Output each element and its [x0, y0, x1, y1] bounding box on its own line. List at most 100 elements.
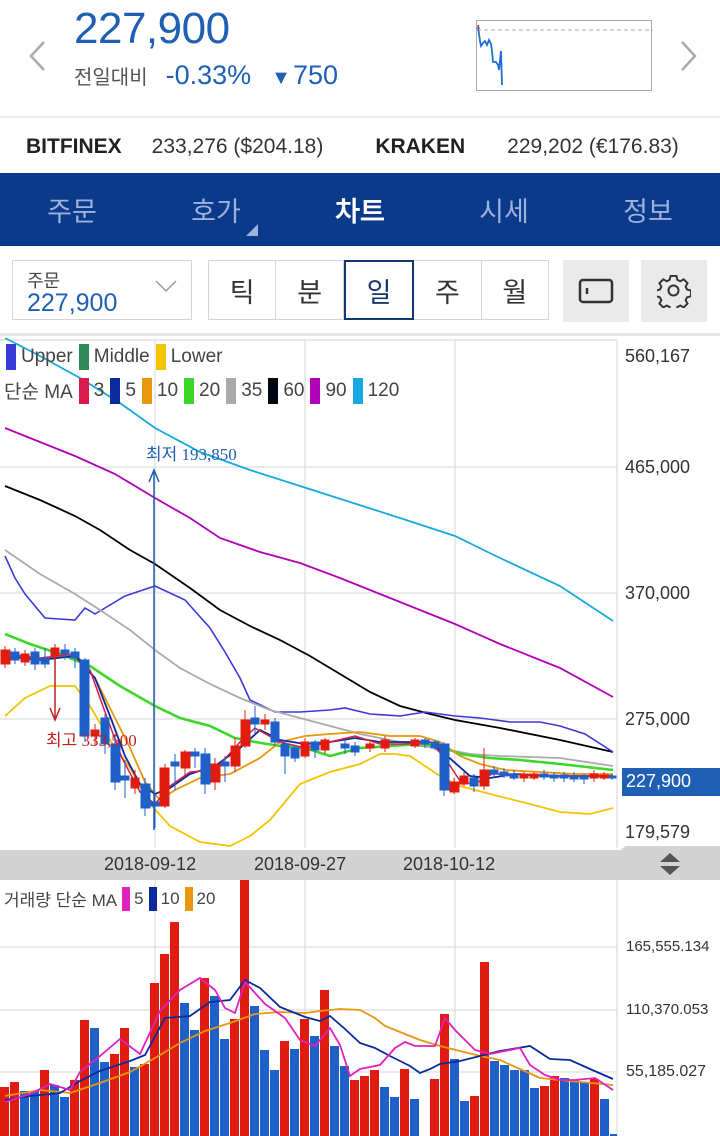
period-week[interactable]: 주 [414, 261, 482, 319]
tab-label: 차트 [335, 197, 385, 227]
ma10-swatch [141, 377, 152, 404]
change-row: 전일대비 -0.33% ▼ 750 [74, 60, 338, 91]
current-price: 227,900 [74, 4, 230, 53]
main-tabs: 주문 호가 차트 시세 정보 [0, 173, 720, 246]
legend-label: 5 [134, 888, 144, 908]
legend-label: 10 [156, 379, 179, 401]
y-axis-label: 179,579 [625, 822, 691, 842]
panel-layout-icon [578, 278, 614, 304]
date-label: 2018-09-12 [104, 854, 197, 874]
tab-quotes[interactable]: 시세 [432, 173, 576, 246]
period-tick[interactable]: 틱 [209, 261, 277, 319]
chevron-down-icon [155, 280, 177, 293]
legend-label: 35 [241, 379, 263, 401]
legend-label: 90 [325, 379, 347, 401]
exchange-value: 229,202 (€176.83) [507, 134, 679, 158]
chevron-left-icon[interactable] [26, 36, 50, 76]
volume-chart-canvas [0, 880, 618, 1136]
period-day[interactable]: 일 [343, 260, 415, 320]
dropdown-corner-icon [246, 224, 258, 236]
panel-resize-handle[interactable] [620, 846, 720, 882]
volume-axis-label: 55,185.027 [626, 1063, 707, 1080]
change-percent: -0.33% [165, 60, 252, 90]
y-axis-label: 370,000 [625, 583, 691, 603]
legend-label: 20 [196, 888, 216, 908]
order-price-dropdown[interactable]: 주문 227,900 [12, 260, 192, 320]
date-axis: 2018-09-12 2018-09-27 2018-10-12 [0, 846, 720, 882]
intraday-mini-chart [476, 20, 653, 91]
tab-chart[interactable]: 차트 [288, 173, 432, 246]
legend-label: 20 [199, 379, 221, 401]
down-triangle-icon: ▼ [271, 67, 291, 89]
exchange-prices: BITFINEX 233,276 ($204.18) KRAKEN 229,20… [0, 120, 720, 173]
ma-legend: 단순 MA 3 5 10 20 35 60 90 120 [4, 377, 399, 404]
exchange-name: BITFINEX [26, 134, 122, 158]
chart-toolbar: 주문 227,900 틱 분 일 주 월 [0, 246, 720, 336]
candles [0, 644, 617, 828]
legend-label: Lower [170, 346, 223, 367]
legend-label: 10 [160, 888, 180, 908]
ma-legend-title: 단순 MA [4, 382, 73, 403]
legend-label: 5 [125, 379, 136, 401]
ma60-swatch [268, 377, 279, 404]
order-value: 227,900 [27, 289, 118, 317]
date-label: 2018-09-27 [254, 854, 347, 874]
gear-icon [657, 274, 691, 308]
legend-label: 120 [367, 379, 400, 401]
bollinger-legend: Upper Middle Lower [4, 344, 222, 370]
price-header: 227,900 전일대비 -0.33% ▼ 750 [0, 0, 720, 118]
chevron-right-icon[interactable] [676, 36, 700, 76]
settings-button[interactable] [641, 260, 707, 322]
y-axis-label: 275,000 [625, 709, 691, 729]
tab-label: 호가 [191, 197, 241, 227]
ma90-swatch [310, 377, 321, 404]
price-chart[interactable]: Upper Middle Lower 단순 MA 3 5 10 20 35 60… [0, 338, 720, 850]
vol-ma10-swatch [148, 886, 157, 911]
upper-swatch [6, 344, 16, 370]
period-selector: 틱 분 일 주 월 [208, 260, 549, 320]
date-label: 2018-10-12 [403, 854, 496, 874]
period-label: 월 [502, 277, 528, 308]
period-label: 틱 [229, 277, 255, 308]
ma5-swatch [110, 377, 121, 404]
change-value: 750 [292, 60, 339, 90]
price-chart-canvas [0, 338, 618, 848]
lower-swatch [155, 344, 166, 370]
volume-chart[interactable]: 거래량 단순 MA 5 10 20 165,555.134 110,370.05… [0, 880, 720, 1136]
order-label: 주문 [27, 271, 61, 291]
y-axis-label: 465,000 [625, 457, 691, 477]
ma20-swatch [184, 377, 195, 404]
vol-ma5-swatch [122, 886, 131, 911]
tab-order[interactable]: 주문 [0, 173, 144, 246]
low-annotation: 최저 193,850 [146, 445, 237, 464]
resize-updown-icon [660, 853, 680, 875]
volume-ma-legend: 거래량 단순 MA 5 10 20 [4, 886, 215, 911]
volume-axis-label: 165,555.134 [626, 938, 710, 955]
middle-swatch [78, 344, 89, 370]
legend-label: 3 [93, 379, 105, 401]
ma120-swatch [352, 377, 363, 404]
change-label: 전일대비 [74, 67, 148, 89]
ma35-swatch [226, 377, 237, 404]
volume-axis-label: 110,370.053 [626, 1001, 709, 1018]
ma3-swatch [78, 377, 89, 404]
tab-info[interactable]: 정보 [576, 173, 720, 246]
vol-ma20-swatch [184, 886, 193, 911]
y-axis-label: 560,167 [625, 346, 691, 366]
tab-orderbook[interactable]: 호가 [144, 173, 288, 246]
volume-legend-title: 거래량 단순 MA [4, 891, 118, 910]
tab-label: 정보 [623, 197, 673, 227]
exchange-value: 233,276 ($204.18) [151, 134, 324, 158]
period-month[interactable]: 월 [482, 261, 548, 319]
exchange-name: KRAKEN [375, 134, 466, 158]
legend-label: Upper [21, 346, 73, 367]
period-label: 주 [435, 277, 460, 308]
legend-label: 60 [283, 379, 305, 401]
period-minute[interactable]: 분 [276, 261, 344, 319]
high-annotation: 최고 333,500 [46, 731, 137, 750]
tab-label: 시세 [479, 197, 529, 227]
tab-label: 주문 [47, 197, 97, 227]
period-label: 분 [297, 277, 323, 308]
current-price-marker: 227,900 [622, 768, 720, 796]
layout-button[interactable] [563, 260, 629, 322]
